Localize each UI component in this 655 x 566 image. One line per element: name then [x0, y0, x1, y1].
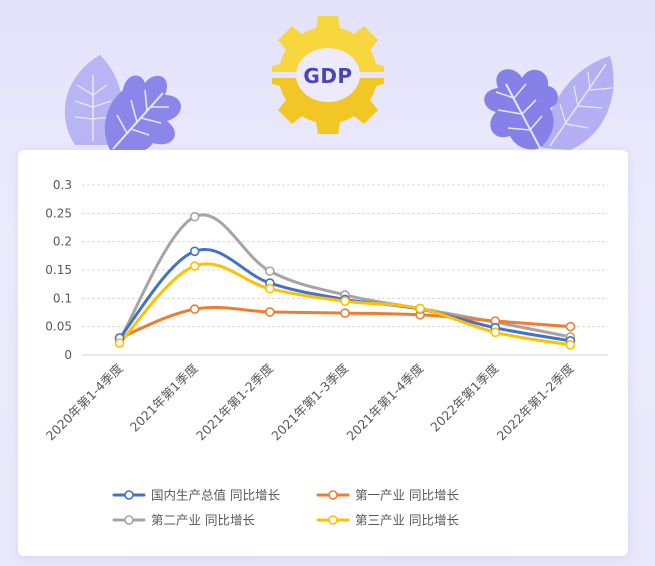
x-tick-label: 2021年第1-3季度: [268, 360, 351, 443]
data-point: [265, 266, 275, 276]
data-point: [265, 283, 275, 294]
y-tick-label: 0.05: [45, 320, 72, 334]
data-point: [415, 303, 425, 314]
data-point: [189, 246, 200, 257]
data-point: [340, 296, 350, 306]
x-tick-label: 2020年第1-4季度: [43, 360, 126, 443]
gear-icon: [272, 16, 384, 134]
legend-label: 第一产业 同比增长: [355, 488, 459, 503]
leaf-right-icon: [484, 56, 614, 150]
y-tick-label: 0.2: [53, 235, 72, 249]
x-tick-label: 2022年第1季度: [427, 360, 501, 434]
legend-swatch-marker: [328, 490, 338, 500]
x-tick-label: 2021年第1季度: [127, 360, 201, 434]
chart-series-lines: [118, 213, 572, 347]
data-point: [114, 338, 125, 348]
gdp-badge-label: GDP: [303, 64, 353, 88]
legend-swatch-marker: [124, 490, 134, 500]
data-point: [565, 340, 576, 350]
y-tick-label: 0.25: [45, 206, 72, 220]
y-tick-label: 0.15: [45, 263, 72, 277]
x-tick-label: 2021年第1-2季度: [193, 360, 276, 443]
data-point: [189, 211, 200, 222]
legend-label: 第三产业 同比增长: [355, 513, 459, 528]
y-axis-ticks: 0 0.05 0.1 0.15 0.2 0.25 0.3: [45, 178, 72, 362]
data-point: [189, 261, 200, 271]
line-chart: 00.050.10.150.20.250.3 2020年第1-4季度 2021年第…: [43, 178, 608, 528]
x-tick-label: 2021年第1-4季度: [343, 360, 426, 443]
legend-label: 国内生产总值 同比增长: [151, 488, 280, 503]
leaf-left-icon: [64, 55, 182, 154]
data-point: [490, 327, 501, 338]
legend-swatch-marker: [124, 515, 134, 525]
y-tick-label: 0.1: [53, 291, 72, 305]
chart-series-points: [114, 211, 576, 350]
x-axis-ticks: 2020年第1-4季度 2021年第1季度2021年第1-2季度2021年第1-3…: [43, 360, 577, 443]
y-tick-label: 0.3: [53, 178, 72, 192]
chart-card: 0 0.05 0.1 0.15 0.2 0.25 0.3 2020年第1-4季度 2021年第…: [18, 150, 628, 556]
legend-label: 第二产业 同比增长: [151, 513, 255, 528]
data-point: [340, 308, 350, 318]
legend-swatch-marker: [328, 515, 338, 525]
y-tick-label: 0: [64, 348, 72, 362]
data-point: [265, 307, 275, 317]
data-point: [565, 321, 576, 332]
x-tick-label: 2022年第1-2季度: [494, 360, 577, 443]
data-point: [189, 304, 200, 314]
